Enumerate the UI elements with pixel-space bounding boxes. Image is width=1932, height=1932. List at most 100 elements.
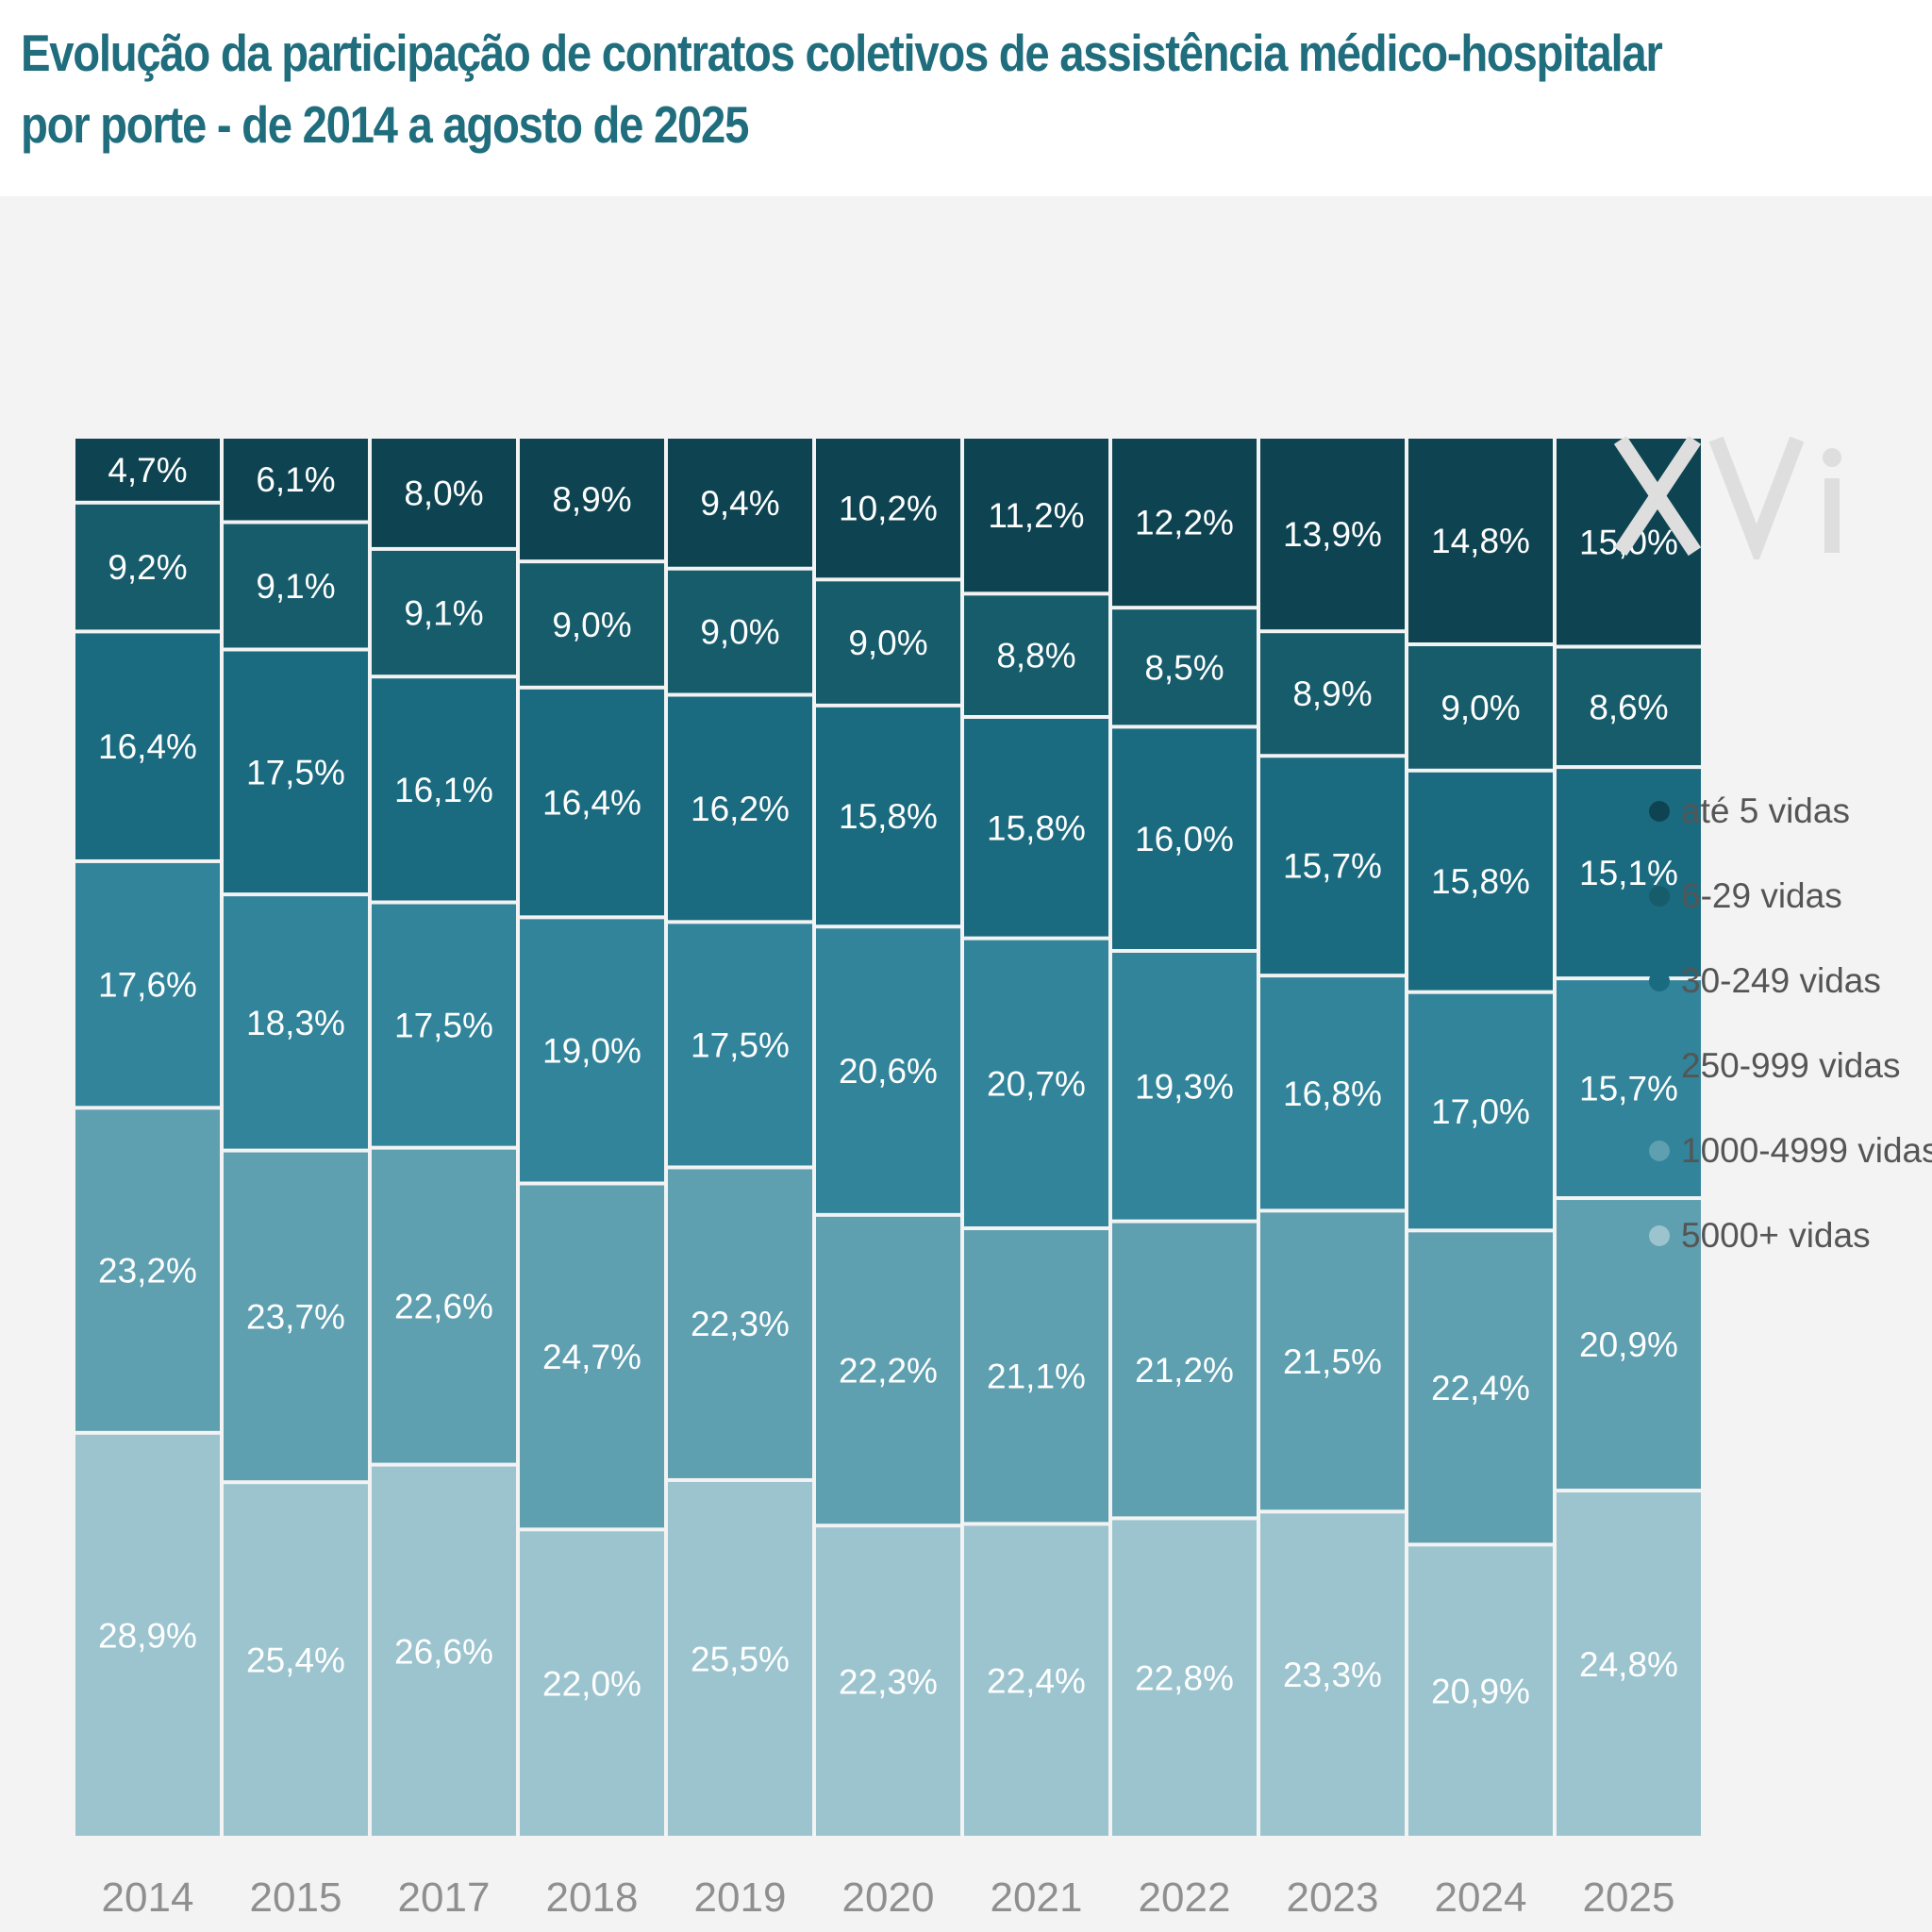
bar-segment-2024-30-249-vidas [1408, 772, 1553, 991]
bar-segment-2021-5000-vidas [964, 1525, 1108, 1836]
data-label-2020-1000-4999-vidas: 22,2% [839, 1352, 938, 1391]
legend-swatch-icon [1649, 1225, 1670, 1246]
data-label-2017-at-5-vidas: 8,0% [404, 474, 483, 512]
data-label-2024-5000-vidas: 20,9% [1431, 1673, 1530, 1711]
bar-segment-2020-5000-vidas [816, 1527, 960, 1836]
data-label-2024-6-29-vidas: 9,0% [1441, 689, 1520, 727]
data-label-2017-1000-4999-vidas: 22,6% [394, 1288, 493, 1326]
chart-title: Evolução da participação de contratos co… [21, 17, 1663, 160]
x-tick-label-2021: 2021 [991, 1874, 1083, 1921]
bar-segment-2022-250-999-vidas [1112, 952, 1257, 1220]
bar-segment-2024-250-999-vidas [1408, 993, 1553, 1229]
data-label-2020-250-999-vidas: 20,6% [839, 1052, 938, 1091]
x-tick-label-2015: 2015 [250, 1874, 342, 1921]
data-label-2014-1000-4999-vidas: 23,2% [98, 1252, 197, 1291]
bar-segment-2019-at-5-vidas [668, 439, 812, 567]
data-label-2014-30-249-vidas: 16,4% [98, 727, 197, 766]
bar-segment-2020-250-999-vidas [816, 928, 960, 1213]
data-label-2020-6-29-vidas: 9,0% [848, 624, 927, 662]
bar-segment-2022-at-5-vidas [1112, 439, 1257, 607]
data-label-2023-5000-vidas: 23,3% [1283, 1656, 1382, 1694]
bar-segment-2017-at-5-vidas [372, 439, 516, 547]
legend-swatch-icon [1649, 1056, 1670, 1076]
legend-label: 6-29 vidas [1681, 876, 1842, 915]
chart-title-line-1: Evolução da participação de contratos co… [21, 24, 1663, 82]
bar-segment-2024-1000-4999-vidas [1408, 1232, 1553, 1543]
bar-segment-2018-at-5-vidas [520, 439, 664, 560]
data-label-2015-250-999-vidas: 18,3% [246, 1004, 345, 1042]
legend-label: 5000+ vidas [1681, 1216, 1871, 1255]
bar-segment-2015-1000-4999-vidas [224, 1152, 368, 1481]
bar-segment-2015-6-29-vidas [224, 524, 368, 648]
bar-segment-2022-30-249-vidas [1112, 728, 1257, 949]
bar-segment-2025-5000-vidas [1557, 1492, 1701, 1836]
data-label-2021-at-5-vidas: 11,2% [988, 496, 1084, 535]
data-label-2021-5000-vidas: 22,4% [987, 1662, 1086, 1701]
bar-segment-2024-6-29-vidas [1408, 646, 1553, 769]
bar-segment-2020-6-29-vidas [816, 581, 960, 704]
data-label-2023-30-249-vidas: 15,7% [1283, 847, 1382, 886]
x-tick-label-2024: 2024 [1435, 1874, 1527, 1921]
data-label-2024-30-249-vidas: 15,8% [1431, 862, 1530, 901]
data-label-2022-at-5-vidas: 12,2% [1135, 504, 1234, 542]
bar-segment-2021-1000-4999-vidas [964, 1230, 1108, 1523]
legend-item-6-29-vidas: 6-29 vidas [1649, 854, 1932, 939]
bar-segment-2019-5000-vidas [668, 1481, 812, 1836]
chart-panel: 28,9% 23,2% 17,6% 16,4% 9,2% 4,7% 2014 25,4% 23,… [0, 196, 1932, 1932]
bar-segment-2022-5000-vidas [1112, 1520, 1257, 1836]
x-tick-label-2018: 2018 [546, 1874, 639, 1921]
bar-segment-2025-1000-4999-vidas [1557, 1200, 1701, 1490]
bar-segment-2025-250-999-vidas [1557, 980, 1701, 1197]
bar-segment-2023-250-999-vidas [1260, 977, 1405, 1209]
bar-segment-2017-250-999-vidas [372, 904, 516, 1146]
bar-segment-2014-at-5-vidas [75, 439, 220, 501]
bar-segment-2017-1000-4999-vidas [372, 1149, 516, 1463]
data-label-2019-1000-4999-vidas: 22,3% [691, 1305, 790, 1343]
bar-segment-2015-250-999-vidas [224, 896, 368, 1149]
bar-segment-2022-1000-4999-vidas [1112, 1223, 1257, 1517]
data-label-2018-at-5-vidas: 8,9% [552, 480, 631, 519]
bar-segment-2018-6-29-vidas [520, 563, 664, 686]
data-label-2024-at-5-vidas: 14,8% [1431, 522, 1530, 560]
bar-segment-2025-6-29-vidas [1557, 648, 1701, 766]
legend-label: 250-999 vidas [1681, 1046, 1901, 1085]
data-label-2018-1000-4999-vidas: 24,7% [542, 1338, 641, 1376]
data-label-2022-30-249-vidas: 16,0% [1135, 820, 1234, 858]
bar-segment-2023-6-29-vidas [1260, 633, 1405, 755]
bar-segment-2023-at-5-vidas [1260, 439, 1405, 630]
legend-swatch-icon [1649, 1141, 1670, 1161]
data-label-2020-5000-vidas: 22,3% [839, 1663, 938, 1702]
legend-item-at-5-vidas: até 5 vidas [1649, 769, 1932, 854]
bar-segment-2024-5000-vidas [1408, 1546, 1553, 1836]
bar-segment-2014-6-29-vidas [75, 504, 220, 630]
data-label-2015-1000-4999-vidas: 23,7% [246, 1297, 345, 1336]
data-label-2025-5000-vidas: 24,8% [1579, 1645, 1678, 1684]
bar-segment-2020-30-249-vidas [816, 707, 960, 925]
data-label-2017-6-29-vidas: 9,1% [404, 594, 483, 633]
bar-segment-2023-5000-vidas [1260, 1513, 1405, 1836]
data-label-2018-250-999-vidas: 19,0% [542, 1031, 641, 1070]
data-label-2017-30-249-vidas: 16,1% [394, 771, 493, 809]
data-label-2023-6-29-vidas: 8,9% [1292, 675, 1372, 713]
legend-label: 1000-4999 vidas [1681, 1131, 1932, 1170]
legend-swatch-icon [1649, 801, 1670, 822]
bar-segment-2014-250-999-vidas [75, 862, 220, 1107]
bar-segment-2015-30-249-vidas [224, 651, 368, 893]
bar-segment-2021-at-5-vidas [964, 439, 1108, 592]
data-label-2021-30-249-vidas: 15,8% [987, 808, 1086, 847]
legend-swatch-icon [1649, 971, 1670, 991]
data-label-2023-1000-4999-vidas: 21,5% [1283, 1342, 1382, 1381]
data-label-2018-30-249-vidas: 16,4% [542, 784, 641, 823]
bar-segment-2018-1000-4999-vidas [520, 1185, 664, 1528]
data-label-2014-250-999-vidas: 17,6% [98, 966, 197, 1005]
legend-item-5000-vidas: 5000+ vidas [1649, 1193, 1932, 1278]
data-label-2022-5000-vidas: 22,8% [1135, 1659, 1234, 1698]
bar-segment-2017-30-249-vidas [372, 678, 516, 901]
data-label-2025-1000-4999-vidas: 20,9% [1579, 1325, 1678, 1364]
x-tick-label-2023: 2023 [1287, 1874, 1379, 1921]
data-label-2021-1000-4999-vidas: 21,1% [987, 1357, 1086, 1396]
data-label-2018-5000-vidas: 22,0% [542, 1665, 641, 1704]
data-label-2015-6-29-vidas: 9,1% [256, 567, 335, 606]
bar-segment-2015-at-5-vidas [224, 439, 368, 521]
bar-segment-2018-5000-vidas [520, 1531, 664, 1836]
